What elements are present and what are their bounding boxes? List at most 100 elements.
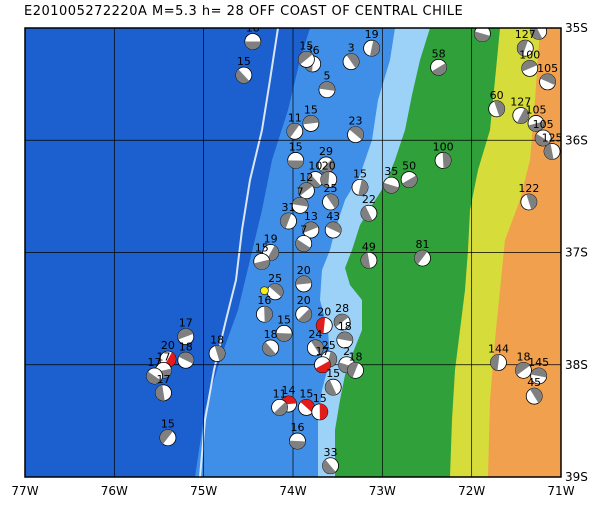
focal-mechanism-beachball: 100 — [519, 48, 540, 77]
beachball-quadrant — [280, 213, 292, 229]
depth-label: 19 — [365, 28, 379, 41]
focal-mechanism-beachball: 18 — [244, 21, 262, 50]
focal-mechanism-beachball: 53 — [473, 14, 491, 43]
beachball-quadrant — [319, 81, 335, 91]
beachball-quadrant — [298, 51, 313, 65]
focal-mechanism-beachball: 12 — [297, 171, 315, 200]
depth-label: 15 — [161, 418, 175, 431]
focal-mechanism-beachball: 19 — [363, 28, 381, 57]
depth-label: 20 — [317, 305, 331, 318]
focal-mechanism-beachball: 15 — [275, 313, 293, 342]
depth-label: 18 — [179, 340, 193, 353]
depth-label: 15 — [289, 140, 303, 153]
depth-label: 20 — [297, 294, 311, 307]
depth-label: 20 — [322, 160, 336, 173]
focal-mechanism-beachball: 20 — [295, 264, 313, 293]
focal-mechanism-beachball: 29 — [317, 145, 335, 174]
beachball-quadrant — [295, 275, 312, 285]
focal-mechanism-beachball: 33 — [322, 446, 339, 475]
depth-label: 17 — [315, 345, 329, 358]
depth-label: 15 — [277, 313, 291, 326]
beachball-quadrant — [528, 121, 544, 132]
focal-mechanism-beachball: 15 — [159, 418, 177, 447]
beachball-quadrant — [320, 159, 335, 173]
depth-label: 20 — [161, 339, 175, 352]
beachball-quadrant — [262, 341, 276, 356]
focal-mechanism-beachball: 15 — [297, 39, 315, 68]
lon-tick-label: 75W — [190, 484, 217, 498]
focal-mechanism-beachball: 105 — [525, 103, 546, 132]
focal-mechanism-beachball: 15 — [324, 367, 342, 396]
depth-label: 49 — [362, 240, 376, 253]
depth-label: 127 — [510, 96, 531, 109]
focal-mechanism-beachball: 5 — [318, 70, 336, 99]
beachball-quadrant — [266, 245, 279, 261]
depth-label: 144 — [488, 343, 509, 356]
depth-label: 18 — [210, 334, 224, 347]
focal-mechanism-beachball: 45 — [525, 376, 543, 405]
focal-mechanism-beachball: 60 — [488, 89, 506, 118]
focal-mechanism-beachball: 17 — [314, 345, 331, 374]
focal-mechanism-beachball: 122 — [518, 182, 539, 211]
focal-mechanism-beachball: 15 — [311, 392, 329, 421]
focal-mechanism-beachball: 18 — [336, 320, 354, 349]
beachball-quadrant — [253, 259, 270, 270]
depth-label: 19 — [264, 233, 278, 246]
focal-mechanism-beachball: 16 — [256, 294, 273, 323]
focal-mechanism-beachball: 17 — [177, 317, 195, 346]
focal-mechanism-beachball: 127 — [510, 96, 531, 124]
lon-tick-label: 71W — [547, 484, 574, 498]
focal-mechanism-beachball: 18 — [177, 340, 195, 369]
depth-label: 17 — [148, 356, 162, 369]
focal-mechanism-beachball: 25 — [322, 182, 339, 211]
beachball-quadrant — [298, 182, 313, 196]
focal-mechanism-beachball: 81 — [414, 238, 431, 267]
beachball-quadrant — [302, 115, 319, 125]
focal-mechanism-beachball: 49 — [360, 240, 378, 269]
depth-label: 105 — [537, 62, 558, 75]
focal-mechanism-beachball: 20 — [315, 305, 333, 334]
depth-label: 25 — [268, 272, 282, 285]
depth-label: 18 — [264, 328, 278, 341]
beachball-quadrant — [292, 197, 309, 207]
depth-label: 35 — [384, 165, 398, 178]
depth-label: 15 — [255, 241, 269, 254]
depth-label: 127 — [515, 28, 536, 41]
depth-label: 18 — [246, 21, 260, 34]
depth-label: 10 — [308, 160, 322, 173]
beachball-quadrant — [310, 339, 324, 355]
beachball-quadrant — [146, 371, 162, 384]
depth-label: 15 — [304, 103, 318, 116]
focal-mechanism-beachball: 13 — [302, 210, 320, 239]
beachball-quadrant — [383, 182, 399, 194]
focal-mechanism-beachball: 15 — [253, 241, 271, 270]
beachball-quadrant — [474, 31, 491, 42]
beachball-quadrant — [287, 160, 304, 169]
lon-tick-label: 72W — [458, 484, 485, 498]
focal-mechanism-beachball: 15 — [287, 140, 305, 169]
focal-mechanism-beachball: 105 — [537, 62, 558, 91]
depth-label: 5 — [323, 70, 330, 83]
beachball-quadrant — [442, 152, 452, 169]
lat-tick-label: 37S — [565, 246, 588, 260]
depth-label: 105 — [533, 118, 554, 131]
lat-tick-label: 38S — [565, 358, 588, 372]
graticule — [25, 28, 561, 477]
lon-tick-label: 76W — [101, 484, 128, 498]
beachball-quadrant — [360, 206, 373, 222]
beachball-quadrant — [302, 222, 319, 234]
depth-label: 53 — [475, 14, 489, 27]
depth-label: 25 — [322, 339, 336, 352]
beachball-quadrant — [334, 314, 349, 327]
beachball-quadrant — [320, 171, 330, 188]
focal-mechanism-beachball: 7 — [295, 224, 313, 252]
focal-mechanism-beachball: 18 — [515, 350, 532, 379]
beachball-quadrant — [235, 69, 250, 84]
beachball-quadrant — [286, 123, 300, 138]
beachball-quadrant — [298, 308, 312, 323]
focal-mechanism-beachball: 15 — [302, 103, 320, 132]
beachball-quadrant — [529, 388, 543, 403]
focal-mechanism-beachball: 20 — [320, 160, 338, 188]
beachball-quadrant — [273, 401, 288, 416]
